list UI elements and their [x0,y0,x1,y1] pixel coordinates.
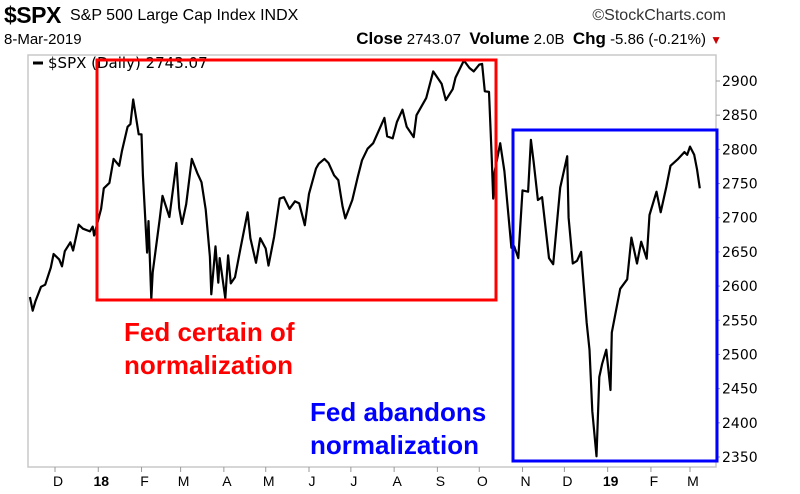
x-tick-label: D [53,473,63,489]
x-tick-label: D [562,473,572,489]
blue-annotation-box [511,128,719,463]
y-axis: 2900 2850 2800 2750 2700 2650 2600 2550 2500 2450… [716,74,758,466]
volume-value: 2.0B [533,31,565,48]
x-tick-label: J [309,473,316,489]
annotation-fed-abandons: Fed abandons normalization [310,396,486,462]
y-tick-label: 2650 [722,245,758,261]
x-tick-label: 19 [603,473,619,489]
x-tick-label: J [350,473,357,489]
y-tick-label: 2900 [722,74,758,90]
x-tick-label: A [392,473,402,489]
y-tick-label: 2600 [722,279,758,295]
plot-area [27,54,717,468]
y-tick-label: 2750 [722,177,758,193]
symbol: $SPX [4,2,61,28]
x-tick-label: F [650,473,659,489]
y-tick-label: 2850 [722,108,758,124]
y-tick-label: 2350 [722,450,758,466]
exchange: INDX [260,7,299,24]
y-tick-label: 2800 [722,142,758,158]
x-tick-label: S [436,473,445,489]
x-tick-label: 18 [93,473,109,489]
x-axis: D 18 F M A M J J A S O N D 19 F M [53,467,699,489]
x-tick-label: A [222,473,232,489]
down-triangle-icon: ▼ [710,33,722,47]
quote-date: 8-Mar-2019 [4,31,82,48]
x-tick-label: O [477,473,488,489]
legend-text: $SPX (Daily) 2743.07 [48,54,208,72]
chg-value: -5.86 (-0.21%) [610,31,706,48]
red-annotation-box [95,58,498,302]
x-tick-label: M [687,473,699,489]
x-tick-label: F [140,473,149,489]
close-label: Close [356,29,403,48]
y-tick-label: 2700 [722,211,758,227]
annotation-line: Fed abandons [310,397,487,427]
index-name: S&P 500 Large Cap Index INDX [70,7,298,25]
quote-summary: Close 2743.07 Volume 2.0B Chg -5.86 (-0.… [356,29,722,49]
y-tick-label: 2450 [722,382,758,398]
x-tick-label: M [263,473,275,489]
annotation-fed-certain: Fed certain of normalization [124,316,294,382]
x-tick-label: M [178,473,190,489]
index-title: S&P 500 Large Cap Index [70,7,256,24]
price-line [28,59,701,458]
volume-label: Volume [469,29,530,48]
x-tick-label: N [520,473,530,489]
brand-logo: ©StockCharts.com [592,7,726,24]
y-tick-label: 2500 [722,347,758,363]
annotation-line: normalization [124,350,294,380]
annotation-line: Fed certain of [124,317,295,347]
chg-label: Chg [572,29,606,48]
close-value: 2743.07 [406,31,461,48]
annotation-line: normalization [310,430,480,460]
y-tick-label: 2400 [722,416,758,432]
y-tick-label: 2550 [722,313,758,329]
